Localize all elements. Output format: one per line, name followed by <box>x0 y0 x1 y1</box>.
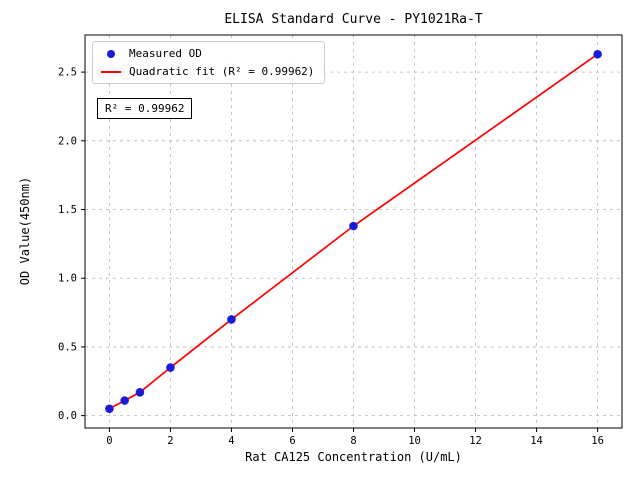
svg-text:1.5: 1.5 <box>58 204 77 216</box>
svg-text:12: 12 <box>469 435 482 447</box>
legend: Measured OD Quadratic fit (R² = 0.99962) <box>92 41 326 84</box>
svg-text:0.5: 0.5 <box>58 341 77 353</box>
svg-text:6: 6 <box>289 435 295 447</box>
y-axis-label: OD Value(450nm) <box>18 176 32 286</box>
legend-label-quadratic-fit: Quadratic fit (R² = 0.99962) <box>129 65 315 78</box>
svg-text:2.5: 2.5 <box>58 67 77 79</box>
svg-text:2: 2 <box>167 435 173 447</box>
svg-text:8: 8 <box>350 435 356 447</box>
svg-text:1.0: 1.0 <box>58 273 77 285</box>
r-squared-annotation: R² = 0.99962 <box>97 98 193 119</box>
chart-title: ELISA Standard Curve - PY1021Ra-T <box>224 12 483 27</box>
svg-text:2.0: 2.0 <box>58 135 77 147</box>
legend-item-measured-od: Measured OD <box>101 47 314 60</box>
svg-text:0.0: 0.0 <box>58 410 77 422</box>
legend-label-measured-od: Measured OD <box>129 47 202 60</box>
fit-line-marker-icon <box>101 70 121 73</box>
svg-text:0: 0 <box>106 435 112 447</box>
legend-item-quadratic-fit: Quadratic fit (R² = 0.99962) <box>101 65 314 78</box>
svg-text:10: 10 <box>408 435 421 447</box>
svg-text:14: 14 <box>530 435 543 447</box>
svg-text:16: 16 <box>591 435 604 447</box>
measured-od-marker-icon <box>107 49 115 58</box>
x-axis-label: Rat CA125 Concentration (U/mL) <box>245 450 462 464</box>
svg-text:4: 4 <box>228 435 234 447</box>
